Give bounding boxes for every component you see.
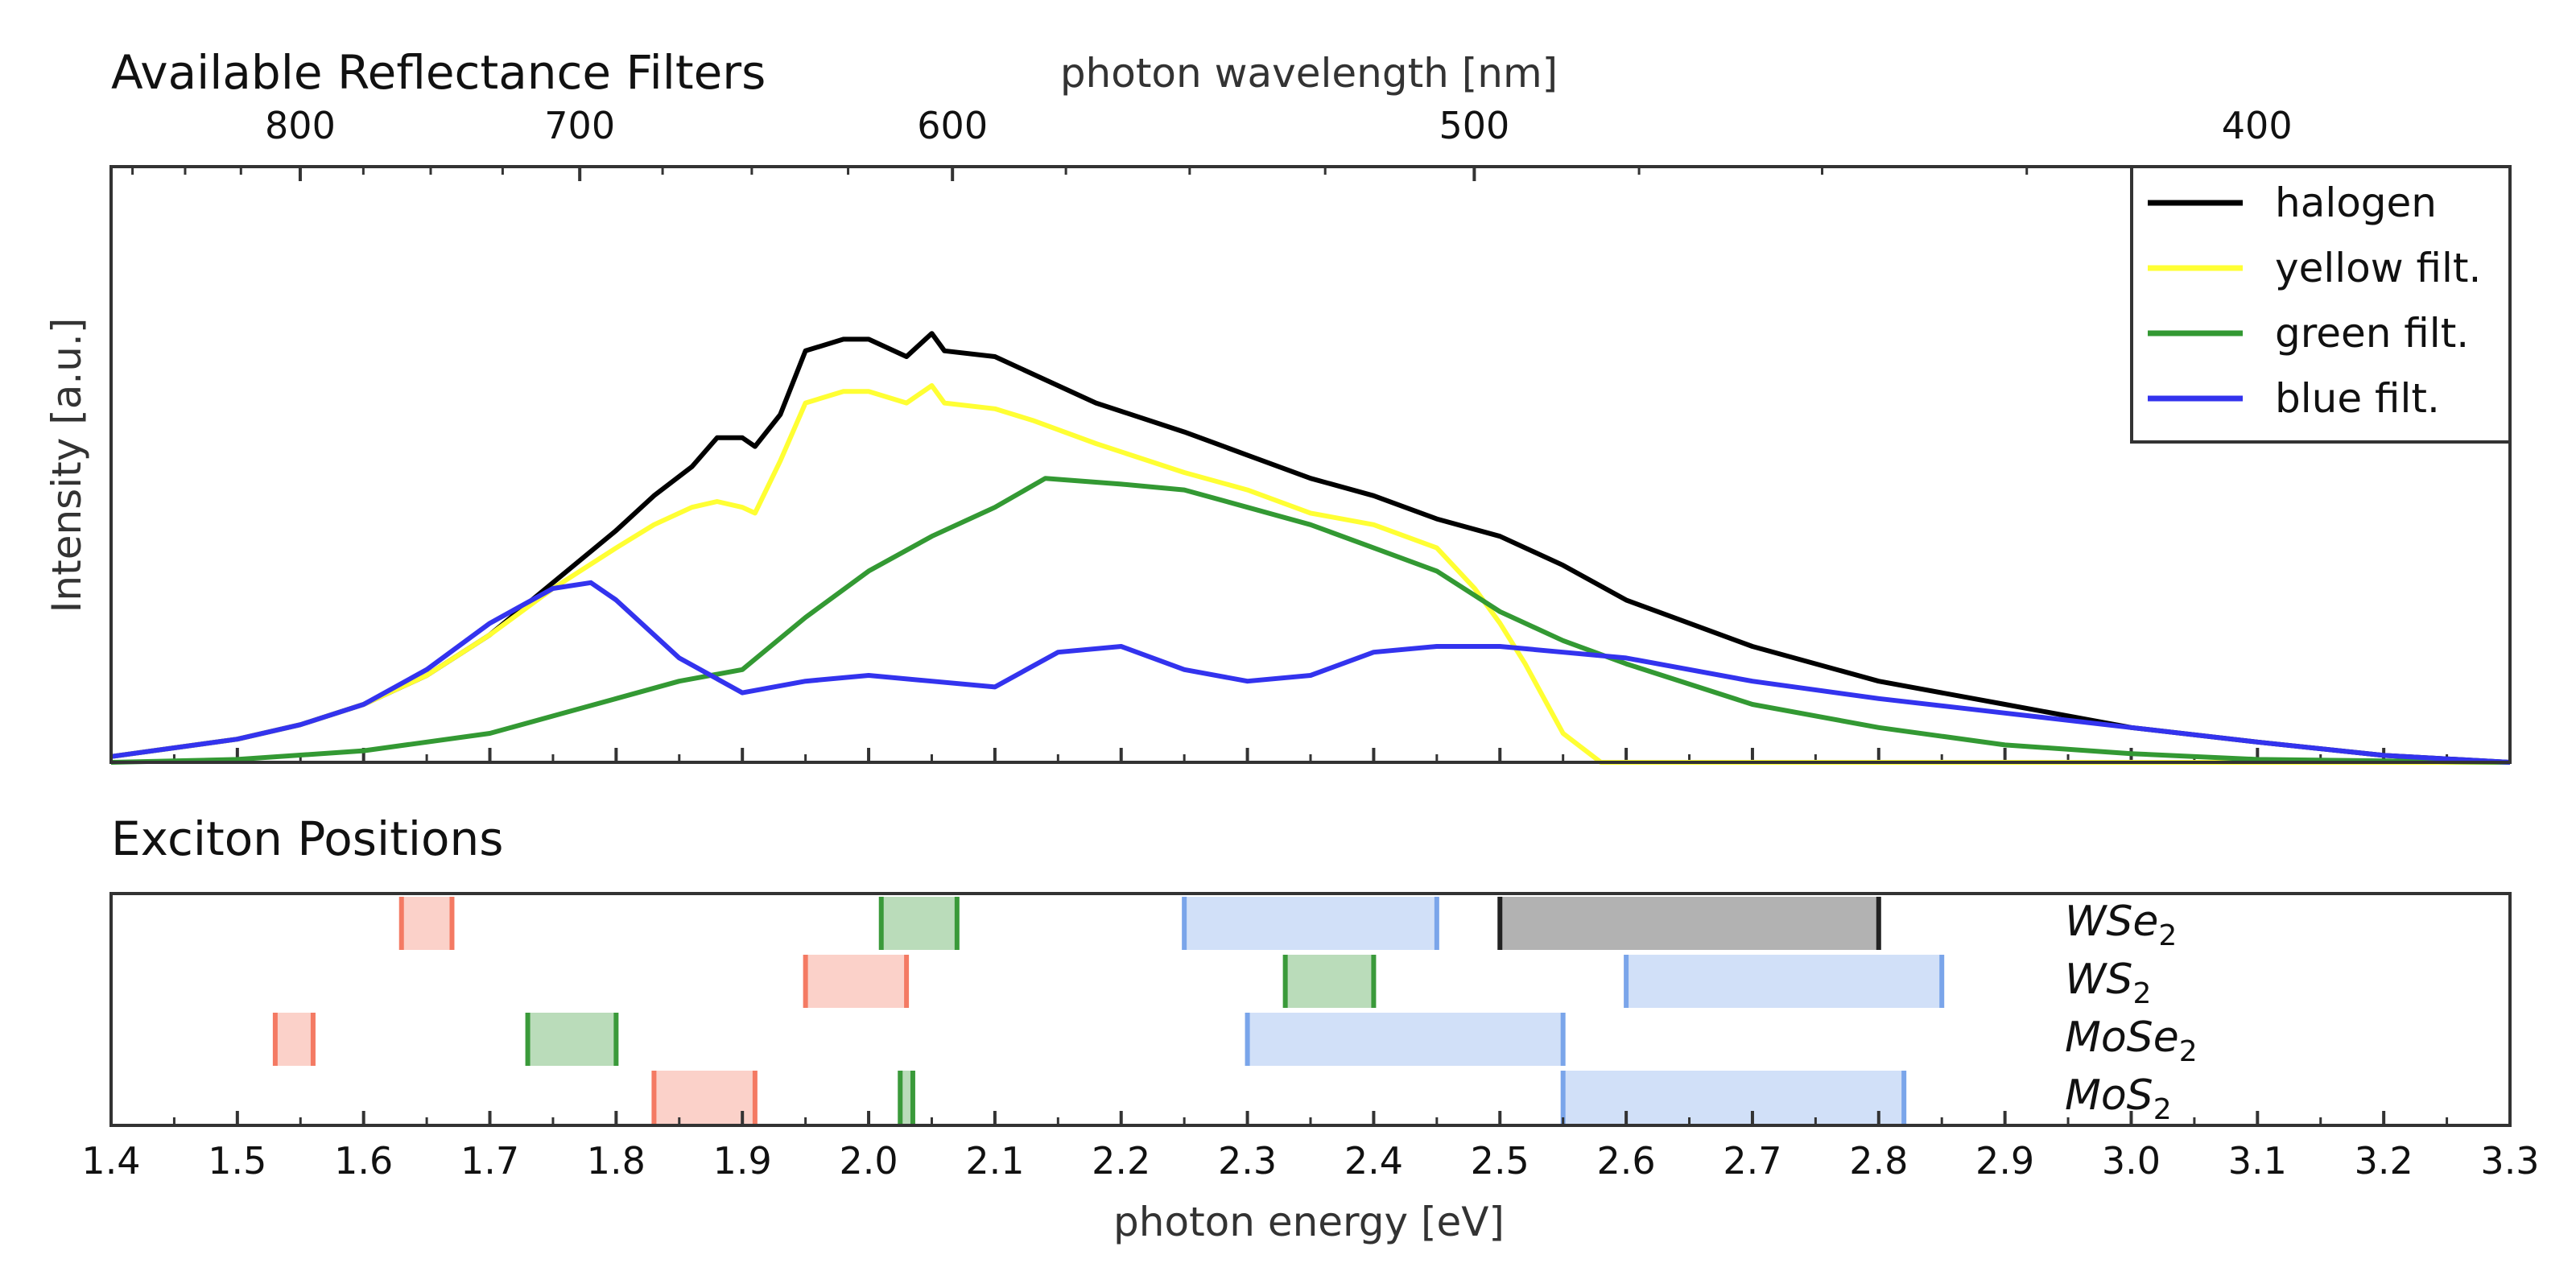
exciton-range-blue bbox=[1624, 955, 1945, 1008]
series-line-green-filt bbox=[110, 476, 2511, 765]
top-tick-label: 500 bbox=[1439, 104, 1509, 147]
material-label: MoS2 bbox=[2065, 1071, 2172, 1126]
exciton-range-blue bbox=[1245, 1013, 1566, 1066]
x-tick-label: 1.7 bbox=[460, 1139, 519, 1183]
bottom-chart-title: Exciton Positions bbox=[111, 811, 503, 866]
x-tick-label: 2.4 bbox=[1344, 1139, 1403, 1183]
range-fill bbox=[1626, 955, 1942, 1008]
x-tick-label: 3.0 bbox=[2102, 1139, 2161, 1183]
x-tick-label: 2.8 bbox=[1849, 1139, 1908, 1183]
range-fill bbox=[1247, 1013, 1563, 1066]
legend-label-yellow-filt: yellow filt. bbox=[2275, 245, 2481, 291]
series-line-yellow-filt bbox=[110, 383, 2510, 765]
exciton-range-red bbox=[272, 1013, 316, 1066]
range-fill bbox=[1184, 897, 1437, 950]
legend-box bbox=[2130, 165, 2512, 444]
exciton-ranges bbox=[272, 897, 1945, 1124]
exciton-range-green bbox=[525, 1013, 619, 1066]
range-fill bbox=[1500, 897, 1879, 950]
range-fill bbox=[401, 897, 452, 950]
x-tick-label: 3.2 bbox=[2355, 1139, 2413, 1183]
x-tick-label: 2.7 bbox=[1723, 1139, 1781, 1183]
legend-label-blue-filt: blue filt. bbox=[2275, 375, 2440, 422]
y-axis-label: Intensity [a.u.] bbox=[43, 318, 90, 613]
top-series bbox=[110, 331, 2511, 765]
exciton-range-red bbox=[651, 1071, 758, 1124]
x-tick-label: 2.5 bbox=[1471, 1139, 1530, 1183]
x-tick-label: 1.9 bbox=[713, 1139, 772, 1183]
range-fill bbox=[527, 1013, 617, 1066]
exciton-range-blue bbox=[1560, 1071, 1907, 1124]
x-tick-label: 1.4 bbox=[81, 1139, 140, 1183]
top-tick-label: 700 bbox=[544, 104, 615, 147]
exciton-range-green bbox=[878, 897, 960, 950]
range-fill bbox=[881, 897, 957, 950]
x-tick-label: 2.3 bbox=[1218, 1139, 1277, 1183]
exciton-range-red bbox=[803, 955, 910, 1008]
legend-label-halogen: halogen bbox=[2275, 180, 2437, 226]
x-tick-label: 3.1 bbox=[2228, 1139, 2287, 1183]
x-tick-label: 1.5 bbox=[208, 1139, 266, 1183]
x-tick-label: 2.1 bbox=[965, 1139, 1024, 1183]
top-tick-label: 400 bbox=[2222, 104, 2293, 147]
exciton-range-green bbox=[898, 1071, 915, 1124]
legend: halogen yellow filt. green filt. blue filt. bbox=[2130, 165, 2512, 444]
bottom-ticks: 1.4 1.5 1.6 1.7 1.8 1.9 2.0 2.1 2.2 2.3 2.4 2.5 2.6 2… bbox=[81, 1111, 2540, 1183]
x-tick-label: 1.6 bbox=[334, 1139, 393, 1183]
x-tick-label: 3.3 bbox=[2480, 1139, 2539, 1183]
top-tick-label: 600 bbox=[917, 104, 988, 147]
top-tick-label: 800 bbox=[265, 104, 336, 147]
x-tick-label: 2.0 bbox=[839, 1139, 898, 1183]
x-tick-label: 2.9 bbox=[1975, 1139, 2034, 1183]
x-tick-label: 2.2 bbox=[1092, 1139, 1150, 1183]
top-plot-frame bbox=[109, 165, 2512, 764]
legend-label-green-filt: green filt. bbox=[2275, 310, 2469, 357]
exciton-range-black bbox=[1497, 897, 1881, 950]
top-ticks: 800 700 600 500 400 bbox=[109, 104, 2512, 762]
top-chart-title: Available Reflectance Filters bbox=[111, 45, 766, 100]
exciton-range-blue bbox=[1182, 897, 1439, 950]
x-tick-label: 2.6 bbox=[1597, 1139, 1656, 1183]
material-label: WSe2 bbox=[2065, 898, 2177, 952]
material-label: MoSe2 bbox=[2065, 1013, 2198, 1068]
range-fill bbox=[1563, 1071, 1905, 1124]
exciton-range-red bbox=[398, 897, 455, 950]
range-fill bbox=[1285, 955, 1374, 1008]
top-axis-label: photon wavelength [nm] bbox=[1060, 50, 1558, 97]
series-line-blue-filt bbox=[110, 580, 2511, 765]
range-fill bbox=[805, 955, 907, 1008]
x-tick-label: 1.8 bbox=[587, 1139, 646, 1183]
exciton-range-green bbox=[1282, 955, 1377, 1008]
range-fill bbox=[275, 1013, 313, 1066]
range-fill bbox=[900, 1071, 913, 1124]
range-fill bbox=[654, 1071, 755, 1124]
x-axis-label: photon energy [eV] bbox=[1113, 1199, 1505, 1245]
material-label: WS2 bbox=[2065, 956, 2151, 1010]
